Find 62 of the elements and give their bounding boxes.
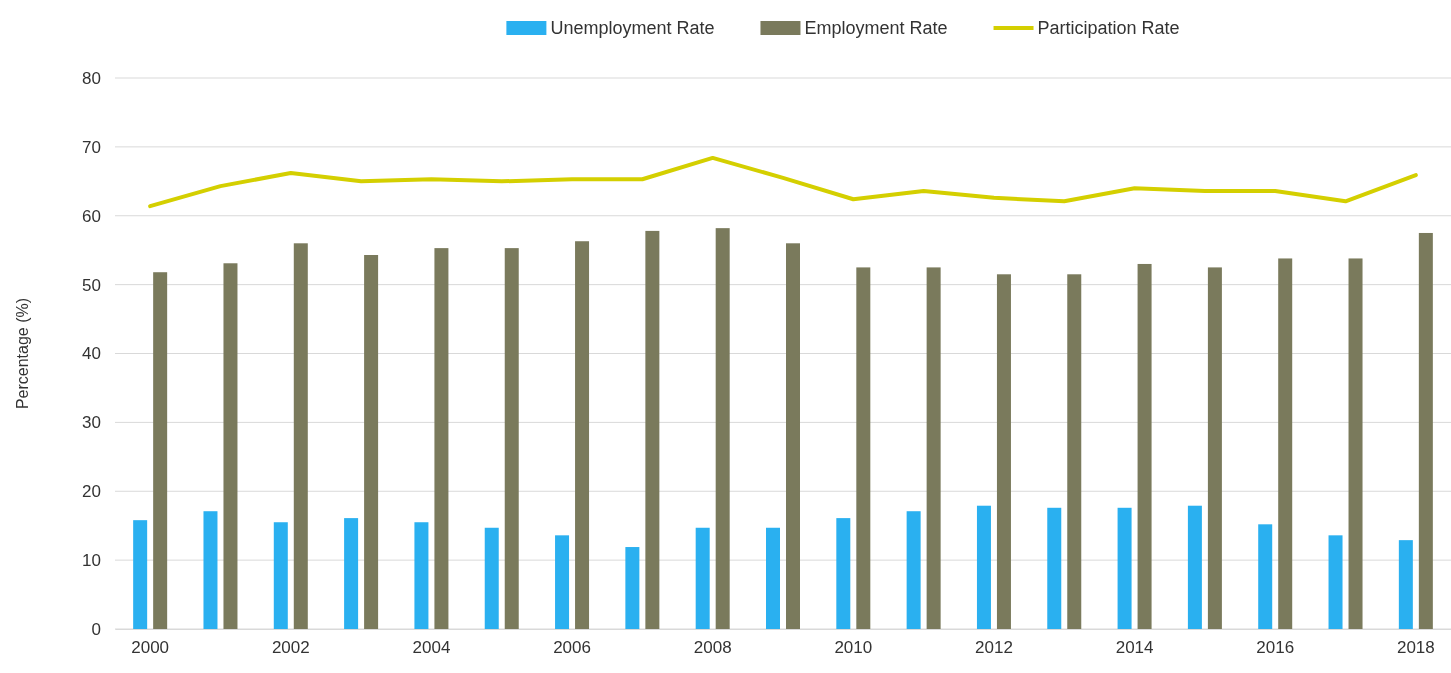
y-tick-label: 0 bbox=[91, 619, 101, 639]
y-tick-label: 30 bbox=[82, 413, 101, 433]
y-tick-label: 50 bbox=[82, 275, 101, 295]
bar bbox=[1137, 263, 1152, 629]
bar bbox=[133, 520, 148, 629]
bar bbox=[786, 243, 800, 629]
line-series bbox=[148, 155, 1418, 209]
bar bbox=[153, 272, 168, 629]
bar bbox=[625, 547, 640, 629]
bar bbox=[976, 505, 991, 629]
legend-label: Unemployment Rate bbox=[550, 18, 715, 38]
bar bbox=[1348, 258, 1363, 629]
y-tick-label: 10 bbox=[82, 551, 101, 571]
x-tick-label: 2002 bbox=[271, 638, 310, 658]
bar bbox=[1418, 232, 1433, 629]
bar bbox=[996, 274, 1011, 629]
bar bbox=[1187, 505, 1202, 629]
bar bbox=[203, 511, 218, 629]
legend-label: Participation Rate bbox=[1037, 18, 1180, 38]
bar bbox=[555, 535, 570, 629]
bar bbox=[273, 522, 288, 629]
y-tick-label: 60 bbox=[82, 206, 101, 226]
x-tick-label: 2018 bbox=[1396, 638, 1435, 658]
bar bbox=[293, 243, 308, 629]
bar bbox=[364, 255, 379, 629]
x-tick-label: 2016 bbox=[1256, 638, 1295, 658]
bar bbox=[766, 527, 780, 629]
bar bbox=[926, 267, 941, 629]
x-tick-label: 2014 bbox=[1115, 638, 1154, 658]
bar bbox=[836, 518, 851, 629]
bar bbox=[504, 248, 519, 629]
y-axis-title: Percentage (%) bbox=[14, 297, 31, 410]
x-tick-label: 2004 bbox=[412, 638, 451, 658]
y-tick-label: 20 bbox=[82, 482, 101, 502]
bar bbox=[695, 527, 710, 629]
bar bbox=[1278, 258, 1293, 629]
y-tick-label: 40 bbox=[82, 344, 101, 364]
x-tick-label: 2008 bbox=[693, 638, 732, 658]
bar bbox=[1047, 507, 1062, 629]
bar bbox=[1207, 267, 1222, 629]
bar bbox=[414, 522, 429, 629]
x-tick-label: 2012 bbox=[975, 638, 1013, 658]
bar bbox=[434, 248, 449, 629]
bar bbox=[715, 228, 730, 629]
bar bbox=[575, 241, 590, 629]
bar bbox=[906, 511, 921, 629]
y-tick-label: 80 bbox=[82, 68, 101, 88]
x-tick-label: 2010 bbox=[834, 638, 873, 658]
x-tick-label: 2000 bbox=[131, 638, 170, 658]
bar bbox=[344, 518, 359, 629]
bar bbox=[1258, 524, 1273, 629]
bar bbox=[223, 263, 238, 629]
bar bbox=[1067, 274, 1082, 629]
y-tick-label: 70 bbox=[82, 137, 101, 157]
bar bbox=[1328, 535, 1343, 629]
bar bbox=[1117, 507, 1132, 629]
bar bbox=[856, 267, 871, 629]
bar bbox=[1398, 540, 1413, 629]
bar bbox=[645, 230, 660, 629]
x-tick-label: 2006 bbox=[553, 638, 591, 658]
bar bbox=[484, 527, 499, 629]
legend-label: Employment Rate bbox=[804, 18, 948, 38]
